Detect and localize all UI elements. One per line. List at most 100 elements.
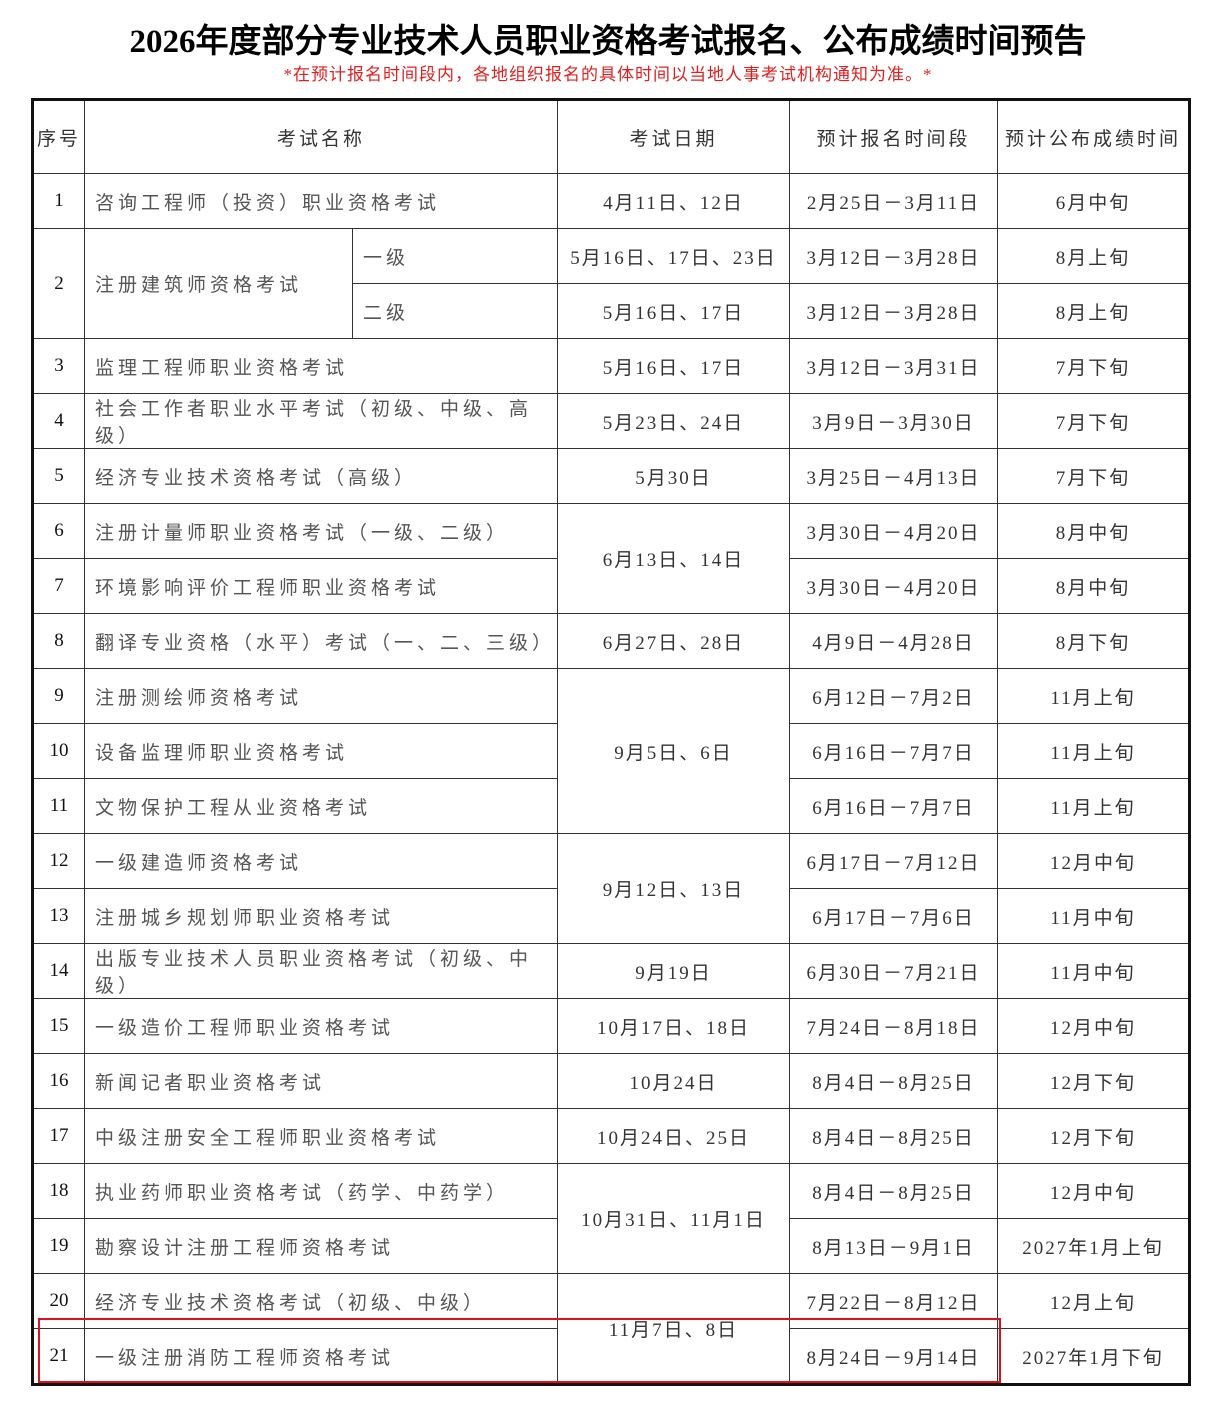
result-time: 11月上旬 [997,723,1191,779]
exam-name: 出版专业技术人员职业资格考试（初级、中级） [83,943,559,999]
registration-period: 7月22日－8月12日 [789,1273,999,1329]
result-time: 12月下旬 [997,1053,1191,1109]
exam-name: 经济专业技术资格考试（高级） [83,448,559,504]
table-row: 8 翻译专业资格（水平）考试（一、二、三级） 6月27日、28日 4月9日－4月28日… [32,613,1191,669]
row-number: 5 [32,448,85,504]
row-number: 19 [32,1218,85,1274]
exam-date: 10月31日、11月1日 [557,1163,791,1274]
table-row: 17 中级注册安全工程师职业资格考试 10月24日、25日 8月4日－8月25日 12月… [32,1108,1191,1164]
exam-date: 6月27日、28日 [557,613,791,669]
registration-period: 3月25日－4月13日 [789,448,999,504]
row-number: 16 [32,1053,85,1109]
exam-name: 新闻记者职业资格考试 [83,1053,559,1109]
registration-period: 8月4日－8月25日 [789,1053,999,1109]
registration-period: 7月24日－8月18日 [789,998,999,1054]
table-row: 16 新闻记者职业资格考试 10月24日 8月4日－8月25日 12月下旬 [32,1053,1191,1109]
exam-name: 一级造价工程师职业资格考试 [83,998,559,1054]
registration-period: 3月30日－4月20日 [789,503,999,559]
exam-name: 一级建造师资格考试 [83,833,559,889]
result-time: 2027年1月上旬 [997,1218,1191,1274]
result-time: 6月中旬 [997,173,1191,229]
table-row: 10 设备监理师职业资格考试 6月16日－7月7日 11月上旬 [32,723,1191,779]
exam-name: 中级注册安全工程师职业资格考试 [83,1108,559,1164]
row-number: 1 [32,173,85,229]
registration-period: 3月12日－3月28日 [789,228,999,284]
table-row: 3 监理工程师职业资格考试 5月16日、17日 3月12日－3月31日 7月下旬 [32,338,1191,394]
registration-period: 8月4日－8月25日 [789,1163,999,1219]
exam-name: 勘察设计注册工程师资格考试 [83,1218,559,1274]
exam-date: 9月19日 [557,943,791,999]
table-row: 19 勘察设计注册工程师资格考试 8月13日－9月1日 2027年1月上旬 [32,1218,1191,1274]
result-time: 11月中旬 [997,888,1191,944]
registration-note: *在预计报名时间段内，各地组织报名的具体时间以当地人事考试机构通知为准。* [283,65,933,84]
row-number: 21 [32,1328,85,1385]
header-result-time: 预计公布成绩时间 [997,99,1191,174]
row-number: 6 [32,503,85,559]
registration-period: 2月25日－3月11日 [789,173,999,229]
table-row: 1 咨询工程师（投资）职业资格考试 4月11日、12日 2月25日－3月11日 6月中旬 [32,173,1191,229]
registration-period: 3月12日－3月31日 [789,338,999,394]
table-row: 二级 5月16日、17日 3月12日－3月28日 8月上旬 [33,283,1191,339]
table-row: 15 一级造价工程师职业资格考试 10月17日、18日 7月24日－8月18日 12月中… [32,998,1191,1054]
exam-date: 10月24日、25日 [557,1108,791,1164]
row-number: 10 [32,723,85,779]
exam-date: 11月7日、8日 [557,1273,791,1385]
result-time: 8月中旬 [997,503,1191,559]
result-time: 7月下旬 [997,448,1191,504]
exam-date: 10月17日、18日 [557,998,791,1054]
registration-period: 8月13日－9月1日 [789,1218,999,1274]
exam-date: 5月16日、17日、23日 [557,228,791,284]
exam-name: 文物保护工程从业资格考试 [83,778,559,834]
exam-date: 5月16日、17日 [557,283,791,339]
result-time: 12月中旬 [997,833,1191,889]
row-number: 12 [32,833,85,889]
table-row: 4 社会工作者职业水平考试（初级、中级、高级） 5月23日、24日 3月9日－3月30… [32,393,1191,449]
result-time: 8月上旬 [997,283,1191,339]
result-time: 11月上旬 [997,778,1191,834]
table-row: 5 经济专业技术资格考试（高级） 5月30日 3月25日－4月13日 7月下旬 [32,448,1191,504]
table-row: 7 环境影响评价工程师职业资格考试 3月30日－4月20日 8月中旬 [32,558,1191,614]
table-row: 12 一级建造师资格考试 9月12日、13日 6月17日－7月12日 12月中旬 [32,833,1191,944]
row-number: 9 [32,668,85,724]
table-row: 9 注册测绘师资格考试 9月5日、6日 6月12日－7月2日 11月上旬 [32,668,1191,834]
registration-period: 3月30日－4月20日 [789,558,999,614]
exam-date: 5月16日、17日 [557,338,791,394]
table-row: 13 注册城乡规划师职业资格考试 6月17日－7月6日 11月中旬 [32,888,1191,944]
registration-period: 8月24日－9月14日 [789,1328,999,1385]
exam-date: 6月13日、14日 [557,503,791,614]
registration-period: 6月16日－7月7日 [789,778,999,834]
exam-name: 环境影响评价工程师职业资格考试 [83,558,559,614]
exam-date: 5月30日 [557,448,791,504]
header-registration-period: 预计报名时间段 [789,99,999,174]
row-number: 7 [32,558,85,614]
exam-name: 一级注册消防工程师资格考试 [83,1328,559,1385]
row-number: 14 [32,943,85,999]
row-number: 20 [32,1273,85,1329]
registration-period: 6月17日－7月12日 [789,833,999,889]
result-time: 12月中旬 [997,1163,1191,1219]
table-header-row: 序号 考试名称 考试日期 预计报名时间段 预计公布成绩时间 [32,99,1191,174]
registration-period: 4月9日－4月28日 [789,613,999,669]
registration-period: 6月16日－7月7日 [789,723,999,779]
table-row: 20 经济专业技术资格考试（初级、中级） 11月7日、8日 7月22日－8月12日 12… [32,1273,1191,1385]
row-number: 18 [32,1163,85,1219]
result-time: 7月下旬 [997,338,1191,394]
result-time: 8月下旬 [997,613,1191,669]
result-time: 11月中旬 [997,943,1191,999]
exam-name: 注册计量师职业资格考试（一级、二级） [83,503,559,559]
exam-date: 9月5日、6日 [557,668,791,834]
exam-name: 经济专业技术资格考试（初级、中级） [83,1273,559,1329]
exam-level: 二级 [351,283,559,339]
row-number: 11 [32,778,85,834]
table-row: 21 一级注册消防工程师资格考试 8月24日－9月14日 2027年1月下旬 [32,1328,1191,1385]
exam-name: 翻译专业资格（水平）考试（一、二、三级） [83,613,559,669]
exam-date: 5月23日、24日 [557,393,791,449]
table-row: 14 出版专业技术人员职业资格考试（初级、中级） 9月19日 6月30日－7月21日 1… [32,943,1191,999]
result-time: 12月中旬 [997,998,1191,1054]
row-number: 13 [32,888,85,944]
exam-name: 社会工作者职业水平考试（初级、中级、高级） [83,393,559,449]
result-time: 8月上旬 [997,228,1191,284]
exam-schedule-table: 序号 考试名称 考试日期 预计报名时间段 预计公布成绩时间 1 咨询工程师（投资）… [31,98,1192,1386]
header-exam-name: 考试名称 [83,99,559,174]
exam-name: 监理工程师职业资格考试 [83,338,559,394]
